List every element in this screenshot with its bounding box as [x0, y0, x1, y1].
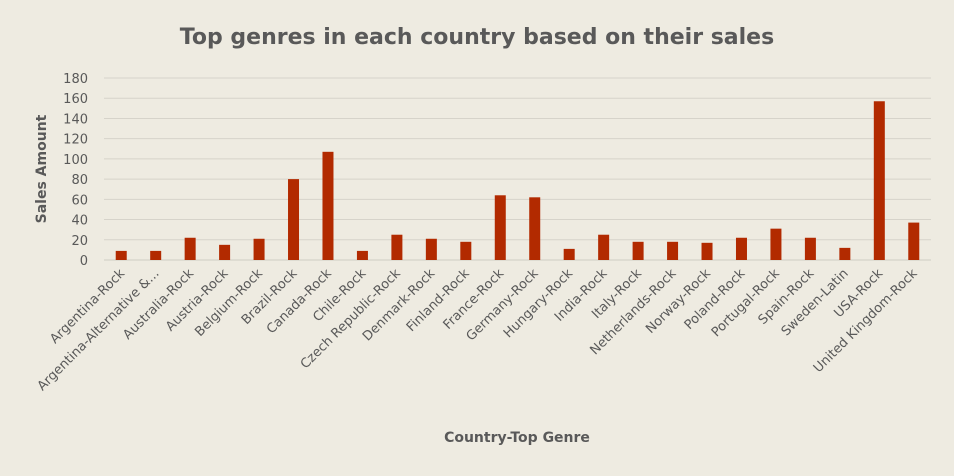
bar: [494, 195, 506, 260]
y-tick-label: 100: [63, 153, 88, 168]
bar: [150, 250, 162, 260]
y-axis-title: Sales Amount: [34, 114, 50, 223]
bar: [598, 234, 610, 260]
bar: [391, 234, 403, 260]
bar: [219, 244, 231, 260]
bar: [804, 237, 816, 260]
y-tick-label: 80: [71, 173, 88, 188]
y-tick-label: 0: [80, 254, 88, 269]
bar: [563, 248, 575, 260]
y-tick-label: 180: [63, 72, 88, 87]
bar: [529, 197, 541, 260]
gridlines: [104, 77, 931, 261]
y-tick-label: 40: [71, 214, 88, 229]
bar: [425, 238, 437, 260]
bar: [770, 228, 782, 260]
bars: [115, 101, 920, 260]
bar: [288, 179, 300, 260]
y-axis-ticks: 0 20 40 60 80 100 120 140 160 180: [63, 72, 88, 269]
bar: [735, 237, 747, 260]
y-tick-label: 20: [71, 234, 88, 249]
bar: [460, 241, 472, 260]
chart-title: Top genres in each country based on thei…: [180, 25, 774, 50]
bar: [701, 242, 713, 260]
bar: [184, 237, 196, 260]
x-axis-title: Country-Top Genre: [444, 430, 590, 446]
y-tick-label: 120: [63, 133, 88, 148]
bar: [632, 241, 644, 260]
bar: [908, 222, 920, 260]
bar: [115, 250, 127, 260]
y-tick-label: 160: [63, 92, 88, 107]
y-tick-label: 60: [71, 193, 88, 208]
bar: [253, 238, 265, 260]
bar: [356, 250, 368, 260]
bar: [667, 241, 679, 260]
y-tick-label: 140: [63, 112, 88, 127]
bar: [322, 151, 334, 260]
bar: [873, 101, 885, 260]
bar: [839, 247, 851, 260]
